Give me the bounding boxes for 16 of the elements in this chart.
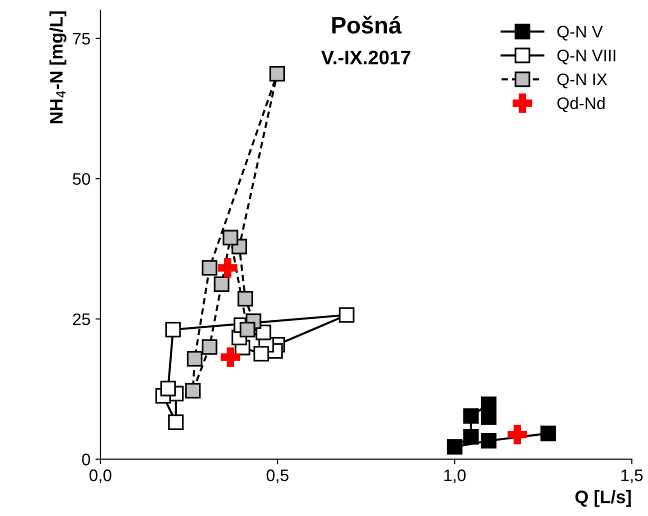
x-tick-label: 1,5 [621,470,643,484]
text: V.-IX.2017 [321,50,410,64]
chart-title: Pošná [332,16,402,34]
x-axis-title: Q [L/s] [575,490,631,507]
legend-label: Q-N IX [557,74,608,88]
x-tick-label: 1,0 [444,469,466,484]
legend-label: Qd-Nd [557,96,605,112]
y-tick-label: 75 [73,32,90,45]
y-tick-label: 25 [73,313,90,326]
y-tick-label: 0 [82,454,90,466]
x-tick-label: 0,0 [90,469,112,484]
x-tick-label: 0,5 [266,469,288,484]
legend-label: Q-N V [557,26,603,41]
y-axis-title: NH$_{4}$-N [mg/L] [49,11,66,124]
y-tick-label: 50 [72,173,90,185]
legend-label: Q-N VIII [557,50,616,64]
